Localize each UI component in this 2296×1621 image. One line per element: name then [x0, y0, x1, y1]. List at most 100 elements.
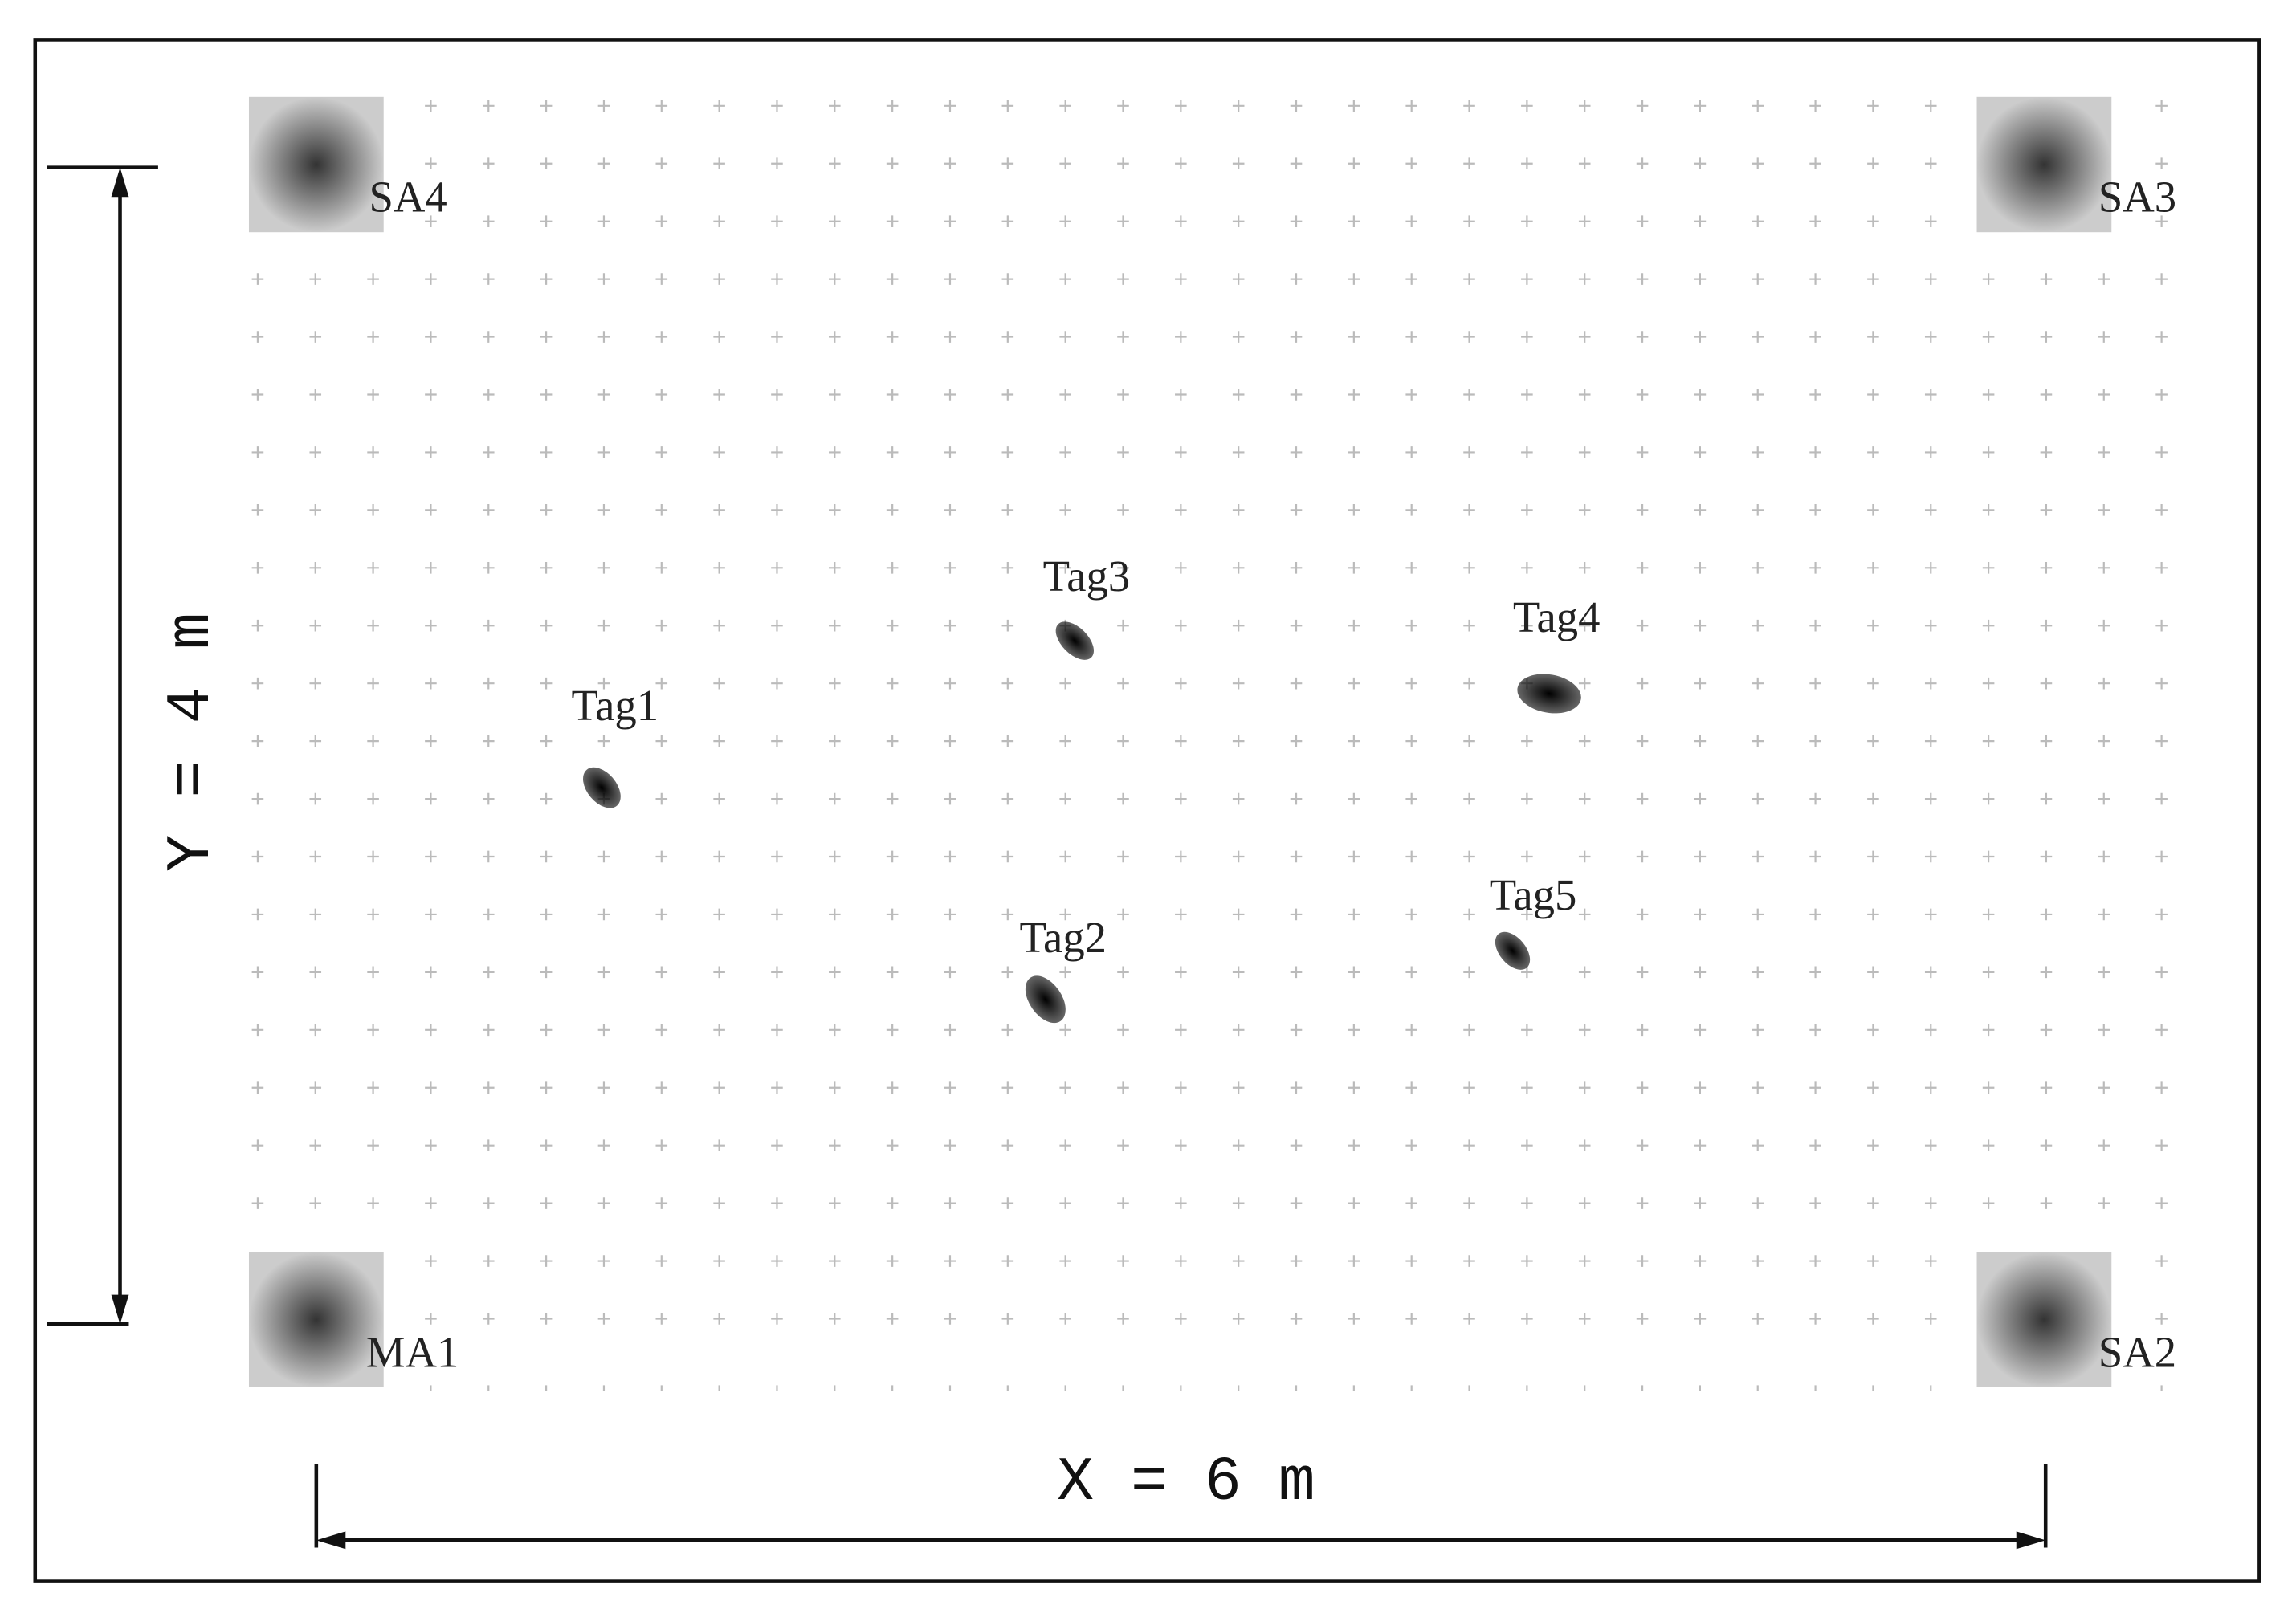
grid-cross — [540, 792, 553, 805]
grid-cross — [1175, 504, 1187, 516]
x-dimension — [314, 1464, 2048, 1550]
grid-cross — [1175, 1024, 1187, 1037]
grid-cross — [1059, 1313, 1071, 1325]
grid-cross — [1290, 273, 1303, 285]
grid-cross — [1809, 1197, 1821, 1209]
grid-cross — [1405, 504, 1417, 516]
grid-cross — [2155, 966, 2168, 979]
grid-cross — [1636, 1313, 1649, 1325]
grid-cross — [367, 561, 379, 574]
grid-cross — [1348, 908, 1360, 921]
grid-cross — [309, 850, 322, 863]
grid-cross — [1232, 331, 1245, 343]
grid-cross — [597, 561, 610, 574]
grid-cross — [1521, 1139, 1533, 1151]
grid-cross — [771, 1139, 783, 1151]
tag-blob — [583, 767, 621, 808]
grid-cross — [1982, 389, 1995, 401]
grid-cross — [886, 1313, 899, 1325]
grid-cross — [1175, 273, 1187, 285]
grid-cross — [1809, 1313, 1821, 1325]
grid-cross — [771, 792, 783, 805]
tag-label: Tag4 — [1513, 593, 1601, 641]
grid-cross — [1348, 966, 1360, 979]
grid-cross — [1694, 966, 1707, 979]
grid-cross — [713, 735, 725, 747]
grid-cross — [1867, 273, 1879, 285]
grid-cross — [771, 273, 783, 285]
grid-cross — [1059, 1139, 1071, 1151]
grid-cross — [482, 1255, 495, 1267]
grid-cross — [251, 561, 264, 574]
grid-cross — [1924, 850, 1937, 863]
grid-cross — [367, 966, 379, 979]
grid-cross — [1578, 1139, 1591, 1151]
grid-cross — [1001, 100, 1014, 112]
grid-cross — [1982, 619, 1995, 632]
grid-cross — [597, 850, 610, 863]
grid-cross — [482, 1313, 495, 1325]
grid-cross — [1694, 677, 1707, 690]
grid-cross — [1348, 1024, 1360, 1037]
grid-cross — [251, 1197, 264, 1209]
grid-cross — [886, 908, 899, 921]
grid-cross — [597, 1313, 610, 1325]
grid-cross — [1809, 1139, 1821, 1151]
grid-cross — [655, 619, 668, 632]
grid-cross — [2098, 561, 2110, 574]
grid-cross — [771, 735, 783, 747]
grid-cross — [1578, 273, 1591, 285]
grid-cross — [829, 100, 841, 112]
grid-cross — [713, 792, 725, 805]
grid-cross — [1290, 966, 1303, 979]
grid-cross — [251, 850, 264, 863]
grid-cross — [1636, 792, 1649, 805]
grid-cross — [2098, 966, 2110, 979]
grid-cross — [1809, 446, 1821, 458]
grid-cross — [1001, 273, 1014, 285]
grid-cross — [713, 561, 725, 574]
grid-cross — [2155, 100, 2168, 112]
grid-cross — [597, 1024, 610, 1037]
grid-cross — [886, 446, 899, 458]
grid-cross — [1521, 908, 1533, 921]
grid-cross — [1752, 677, 1764, 690]
grid-cross — [309, 504, 322, 516]
grid-cross — [944, 908, 956, 921]
grid-cross — [713, 157, 725, 170]
grid-cross — [1809, 850, 1821, 863]
grid-cross — [1463, 908, 1475, 921]
grid-cross — [1290, 389, 1303, 401]
frame — [33, 38, 2261, 1583]
grid-cross — [886, 561, 899, 574]
grid-cross — [1694, 273, 1707, 285]
grid-cross — [944, 850, 956, 863]
grid-cross — [1924, 1313, 1937, 1325]
grid-cross — [2155, 850, 2168, 863]
grid-cross — [655, 1313, 668, 1325]
grid-cross — [829, 157, 841, 170]
grid-cross — [886, 966, 899, 979]
grid-cross — [655, 792, 668, 805]
grid-cross — [2155, 1024, 2168, 1037]
grid-cross — [1405, 215, 1417, 227]
grid-cross — [829, 792, 841, 805]
grid-cross — [1001, 331, 1014, 343]
grid-cross — [540, 850, 553, 863]
grid-cross — [771, 1081, 783, 1094]
grid-cross — [2040, 446, 2053, 458]
grid-cross — [1117, 619, 1129, 632]
grid-cross — [1290, 1139, 1303, 1151]
grid-cross — [309, 1024, 322, 1037]
grid-cross — [1636, 504, 1649, 516]
grid-cross — [1809, 1024, 1821, 1037]
grid-cross — [1636, 1255, 1649, 1267]
grid-cross — [1809, 619, 1821, 632]
grid-cross — [2098, 850, 2110, 863]
grid-cross — [1924, 1024, 1937, 1037]
grid-cross — [367, 619, 379, 632]
grid-cross — [1636, 850, 1649, 863]
grid-cross — [1521, 850, 1533, 863]
grid-cross — [309, 966, 322, 979]
grid-cross — [2040, 273, 2053, 285]
